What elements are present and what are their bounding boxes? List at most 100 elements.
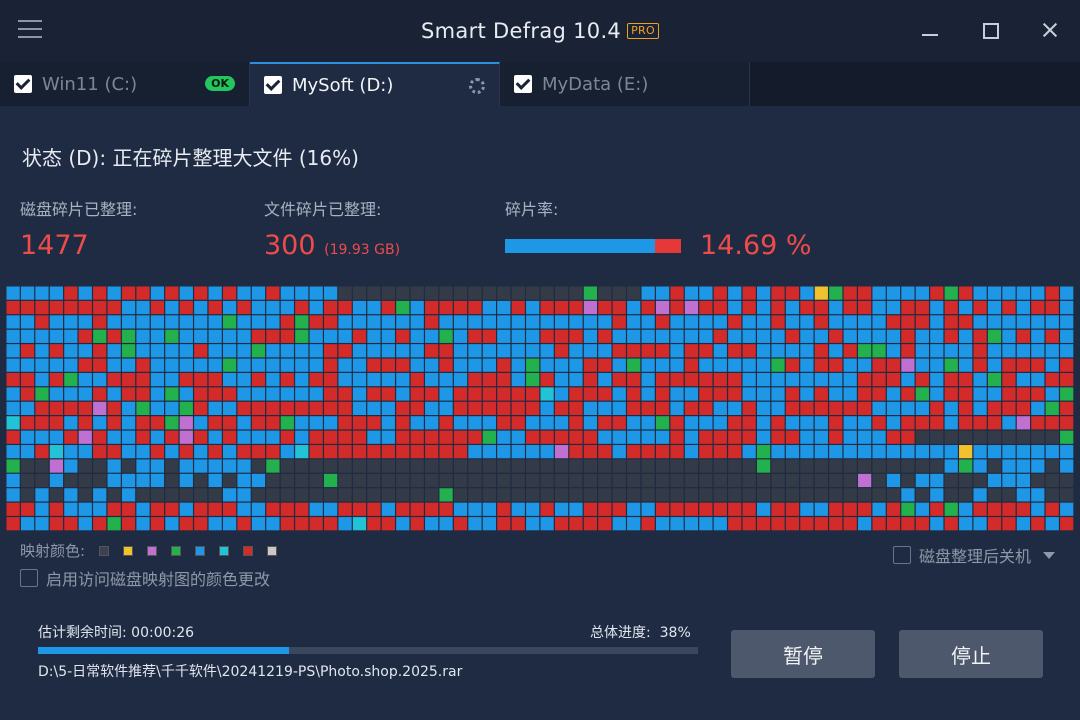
map-cluster [367, 344, 381, 358]
map-cluster [93, 430, 107, 444]
map-cluster [540, 430, 554, 444]
map-cluster [1060, 387, 1074, 401]
map-cluster [1060, 459, 1074, 473]
map-cluster [612, 416, 626, 430]
minimize-icon[interactable] [918, 18, 942, 42]
map-cluster [930, 517, 944, 531]
map-cluster [20, 430, 35, 444]
map-cluster [728, 387, 742, 401]
tab-drive-d[interactable]: MySoft (D:) [250, 62, 500, 106]
map-cluster [338, 387, 352, 401]
pause-button[interactable]: 暂停 [731, 630, 875, 678]
map-cluster [35, 329, 49, 343]
map-cluster [425, 430, 439, 444]
map-cluster [136, 430, 150, 444]
map-cluster [872, 300, 886, 315]
file-frags-value-group: 300 (19.93 GB) [264, 230, 400, 261]
map-cluster [367, 430, 381, 444]
map-cluster [324, 473, 338, 488]
map-cluster [800, 315, 814, 329]
map-cluster [222, 344, 237, 358]
map-cluster [1045, 300, 1059, 315]
map-cluster [771, 387, 785, 401]
map-cluster [526, 488, 540, 502]
map-cluster [468, 300, 482, 315]
map-cluster [251, 488, 266, 502]
map-cluster [641, 445, 655, 459]
map-cluster [785, 473, 800, 488]
maximize-icon[interactable] [978, 18, 1002, 42]
map-cluster [742, 286, 756, 300]
map-cluster [35, 372, 49, 387]
stop-button[interactable]: 停止 [899, 630, 1043, 678]
map-cluster [959, 358, 973, 372]
map-cluster [554, 517, 569, 531]
chevron-down-icon[interactable] [1043, 551, 1056, 559]
checkbox-checked-icon[interactable] [514, 75, 532, 93]
map-cluster [959, 502, 973, 516]
map-cluster [20, 300, 35, 315]
map-cluster [973, 459, 987, 473]
map-cluster [121, 473, 136, 488]
map-cluster [569, 502, 583, 516]
map-cluster [930, 344, 944, 358]
map-cluster [338, 517, 352, 531]
map-cluster [309, 329, 323, 343]
map-cluster [756, 329, 771, 343]
checkbox-checked-icon[interactable] [14, 75, 32, 93]
map-cluster [973, 416, 987, 430]
map-cluster [93, 300, 107, 315]
map-cluster [237, 315, 251, 329]
map-cluster [569, 445, 583, 459]
map-cluster [771, 488, 785, 502]
map-cluster [627, 300, 641, 315]
map-cluster [655, 358, 670, 372]
map-cluster [136, 344, 150, 358]
tab-drive-e[interactable]: MyData (E:) [500, 62, 750, 106]
map-cluster [150, 459, 165, 473]
map-cluster [107, 315, 121, 329]
legend-swatches [85, 545, 278, 556]
legend-swatch [147, 545, 158, 556]
color-change-option[interactable]: 启用访问磁盘映射图的颜色更改 [20, 566, 270, 590]
checkbox-unchecked-icon[interactable] [893, 546, 911, 564]
map-cluster [973, 488, 987, 502]
shutdown-option[interactable]: 磁盘整理后关机 [893, 543, 1056, 567]
checkbox-unchecked-icon[interactable] [20, 569, 38, 587]
map-cluster [756, 445, 771, 459]
map-cluster [872, 401, 886, 415]
map-cluster [814, 387, 828, 401]
map-cluster [396, 430, 410, 444]
map-cluster [655, 329, 670, 343]
map-cluster [222, 358, 237, 372]
map-cluster [814, 459, 828, 473]
map-cluster [641, 372, 655, 387]
map-cluster [742, 473, 756, 488]
map-cluster [338, 401, 352, 415]
map-cluster [655, 517, 670, 531]
map-cluster [944, 430, 958, 444]
map-cluster [1016, 329, 1030, 343]
map-cluster [612, 344, 626, 358]
map-cluster [1060, 344, 1074, 358]
map-cluster [64, 517, 78, 531]
map-cluster [468, 372, 482, 387]
close-icon[interactable] [1038, 18, 1062, 42]
map-cluster [771, 445, 785, 459]
map-cluster [901, 502, 915, 516]
map-cluster [367, 315, 381, 329]
map-cluster [410, 358, 424, 372]
map-cluster [208, 430, 222, 444]
map-cluster [641, 430, 655, 444]
map-cluster [684, 344, 699, 358]
map-cluster [959, 416, 973, 430]
map-cluster [78, 344, 92, 358]
checkbox-checked-icon[interactable] [264, 76, 282, 94]
map-cluster [208, 358, 222, 372]
map-cluster [237, 517, 251, 531]
map-cluster [843, 473, 857, 488]
menu-icon[interactable] [18, 20, 42, 38]
map-cluster [338, 473, 352, 488]
tab-drive-c[interactable]: Win11 (C:) OK [0, 62, 250, 106]
map-cluster [222, 286, 237, 300]
